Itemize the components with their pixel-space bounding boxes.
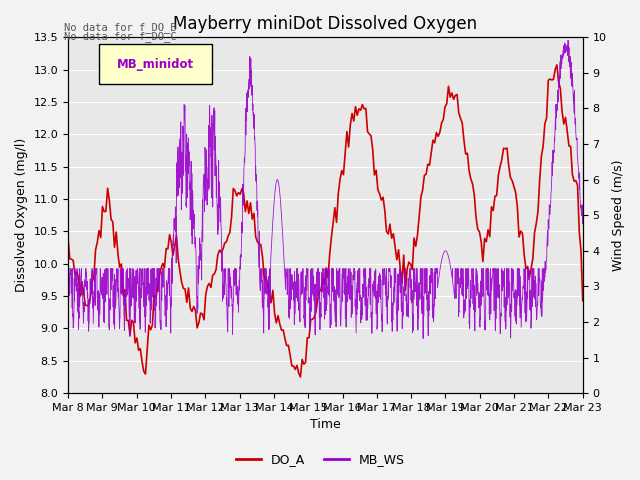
Text: No data for f_DO_B: No data for f_DO_B bbox=[64, 22, 177, 33]
Y-axis label: Wind Speed (m/s): Wind Speed (m/s) bbox=[612, 159, 625, 271]
Y-axis label: Dissolved Oxygen (mg/l): Dissolved Oxygen (mg/l) bbox=[15, 138, 28, 292]
FancyBboxPatch shape bbox=[99, 45, 212, 84]
X-axis label: Time: Time bbox=[310, 419, 340, 432]
Text: No data for f_DO_C: No data for f_DO_C bbox=[64, 31, 177, 42]
Text: MB_minidot: MB_minidot bbox=[117, 58, 194, 71]
Legend: DO_A, MB_WS: DO_A, MB_WS bbox=[230, 448, 410, 471]
Title: Mayberry miniDot Dissolved Oxygen: Mayberry miniDot Dissolved Oxygen bbox=[173, 15, 477, 33]
